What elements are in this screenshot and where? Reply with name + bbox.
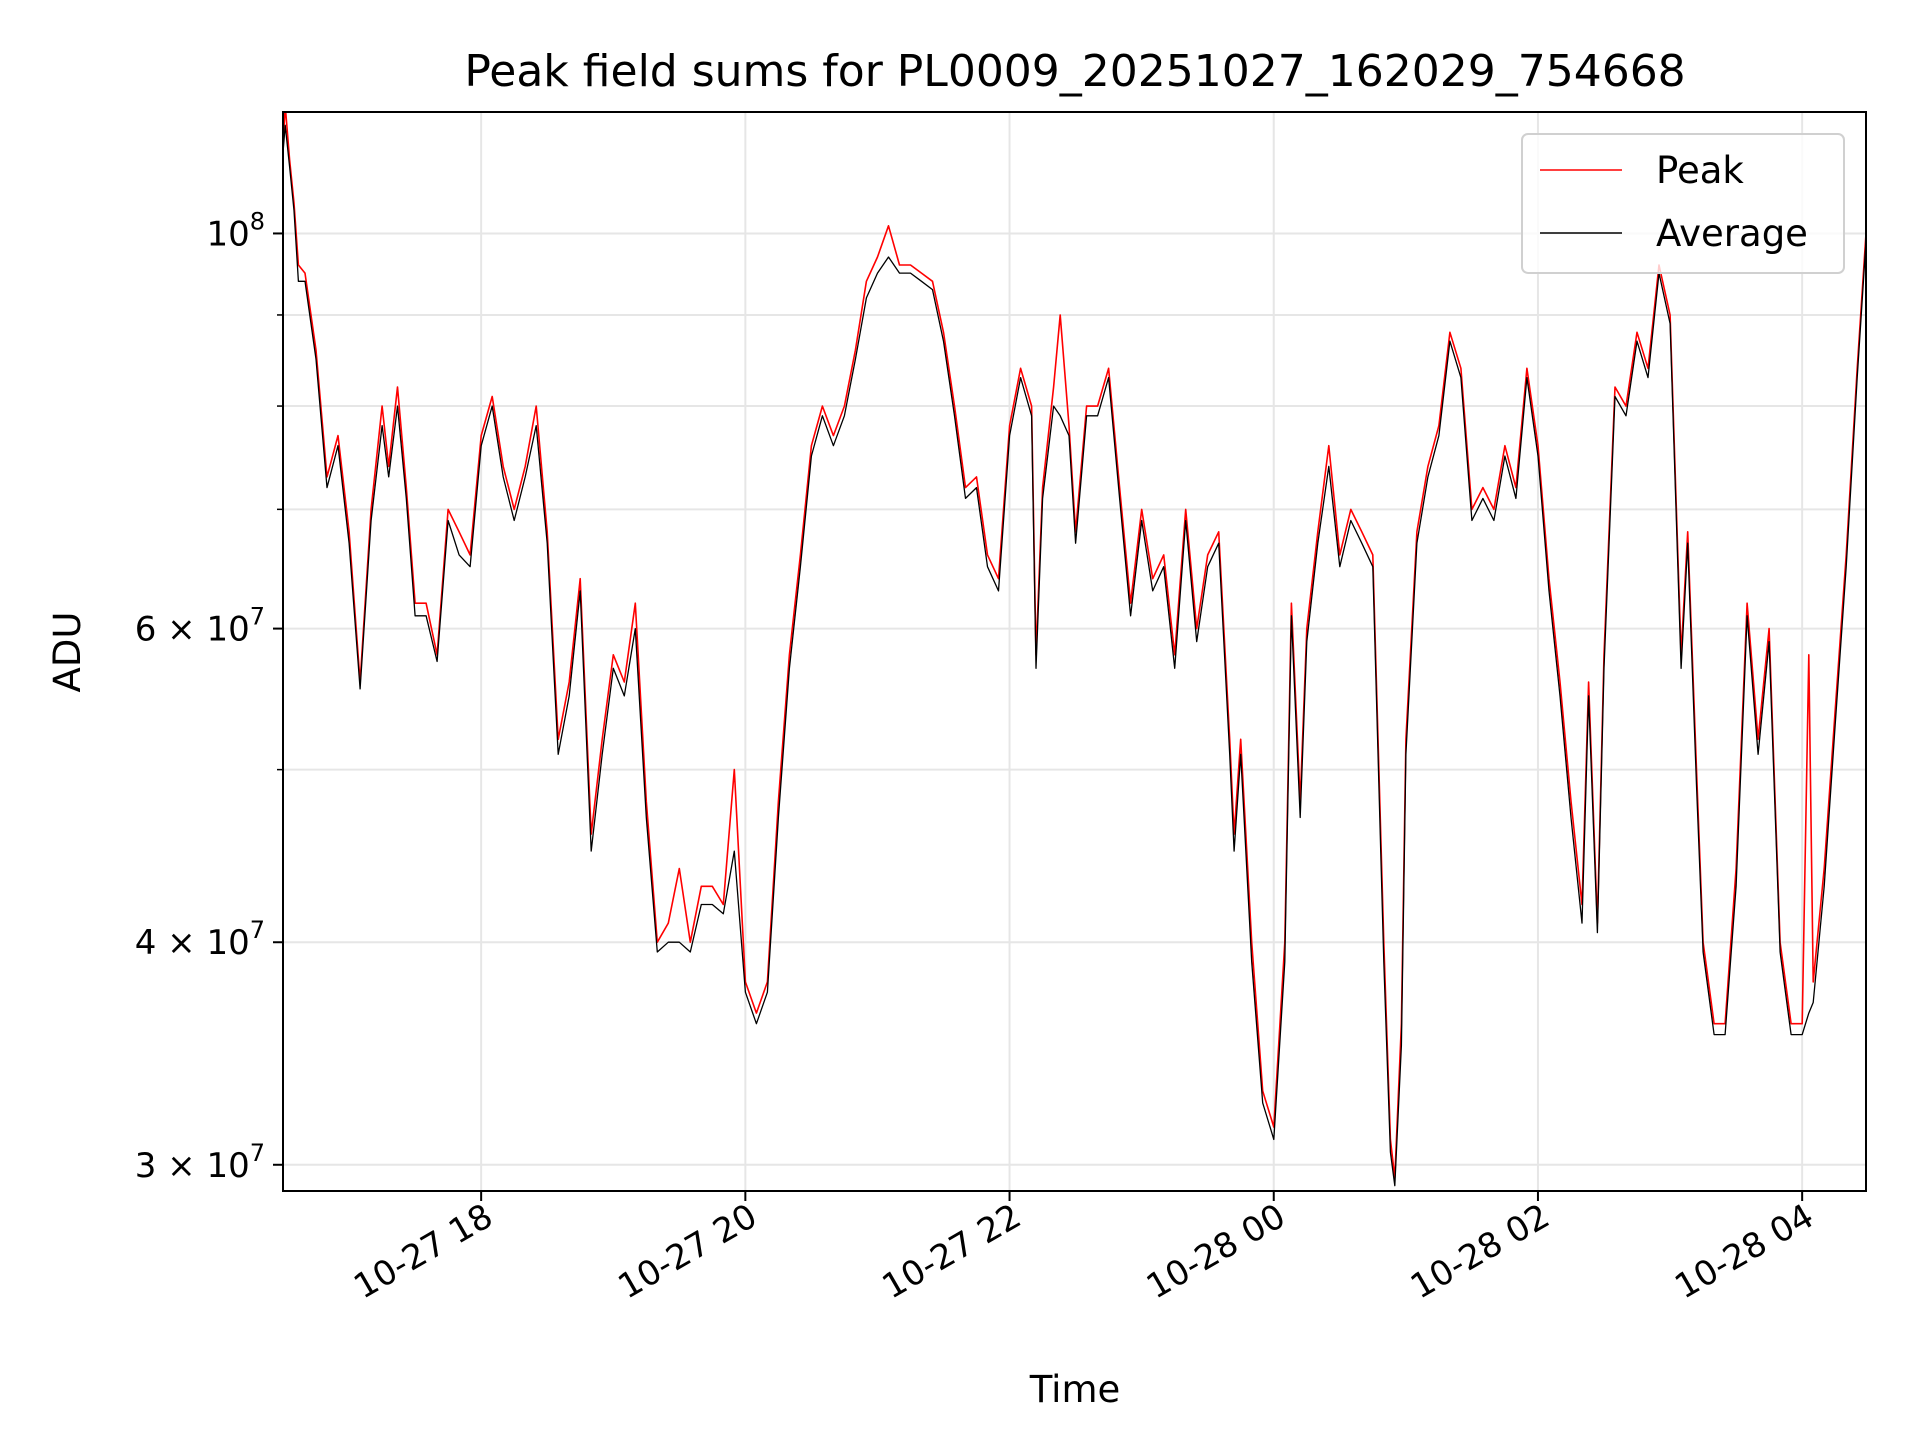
plot-area [283,112,1866,1187]
series-layer [283,112,1866,1187]
legend-label-average: Average [1656,212,1808,255]
y-tick-label: 3 × 107 [135,1139,265,1186]
chart-title: Peak field sums for PL0009_20251027_1620… [464,46,1685,97]
legend-box [1521,133,1845,274]
average-series-line [283,124,1866,1187]
plot-frame [282,111,1867,1192]
y-tick-label: 4 × 107 [135,916,265,963]
grid [283,112,1866,1191]
y-tick-label: 6 × 107 [135,603,265,650]
legend: Peak Average [1521,133,1845,274]
y-axis-label: ADU [46,612,89,693]
x-axis-label: Time [1029,1368,1121,1411]
legend-label-peak: Peak [1656,149,1744,192]
